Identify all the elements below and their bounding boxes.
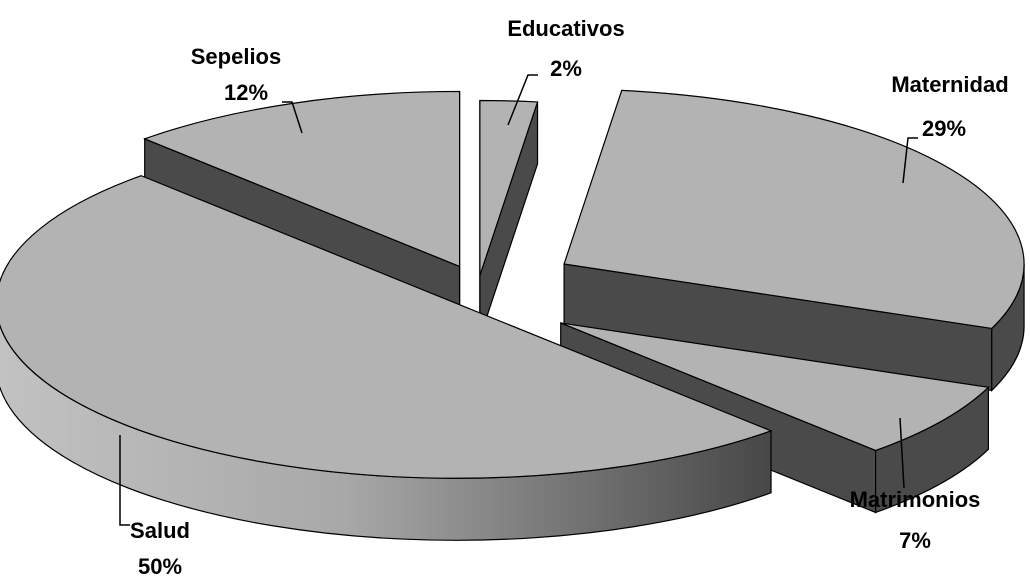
slices-layer <box>0 89 1025 541</box>
label-salud-name: Salud <box>130 518 190 543</box>
slice-matrimonios-top <box>560 322 990 452</box>
label-maternidad-value: 29% <box>922 116 966 141</box>
labels-layer: Salud 50% Sepelios 12% Educativos 2% Mat… <box>119 16 1009 579</box>
label-matrimonios-name: Matrimonios <box>850 487 981 512</box>
label-sepelios-value: 12% <box>224 80 268 105</box>
label-educativos-value: 2% <box>550 56 582 81</box>
leader-line-salud <box>119 435 130 526</box>
slice-salud <box>0 175 773 541</box>
label-maternidad-name: Maternidad <box>891 72 1008 97</box>
slice-maternidad-top <box>563 89 1025 330</box>
label-sepelios-name: Sepelios <box>191 44 281 69</box>
leader-line-sepelios <box>282 101 303 134</box>
slice-maternidad <box>563 89 1025 392</box>
leader-line-maternidad <box>902 137 918 184</box>
slice-salud-top <box>0 175 773 479</box>
label-salud-value: 50% <box>138 554 182 579</box>
slice-educativos <box>479 99 539 338</box>
label-matrimonios-value: 7% <box>899 528 931 553</box>
leader-line-matrimonios <box>899 417 905 489</box>
slice-sepelios-top <box>143 90 461 268</box>
slice-educativos-top <box>479 99 539 276</box>
leader-line-educativos <box>507 74 538 126</box>
label-educativos-name: Educativos <box>507 16 624 41</box>
